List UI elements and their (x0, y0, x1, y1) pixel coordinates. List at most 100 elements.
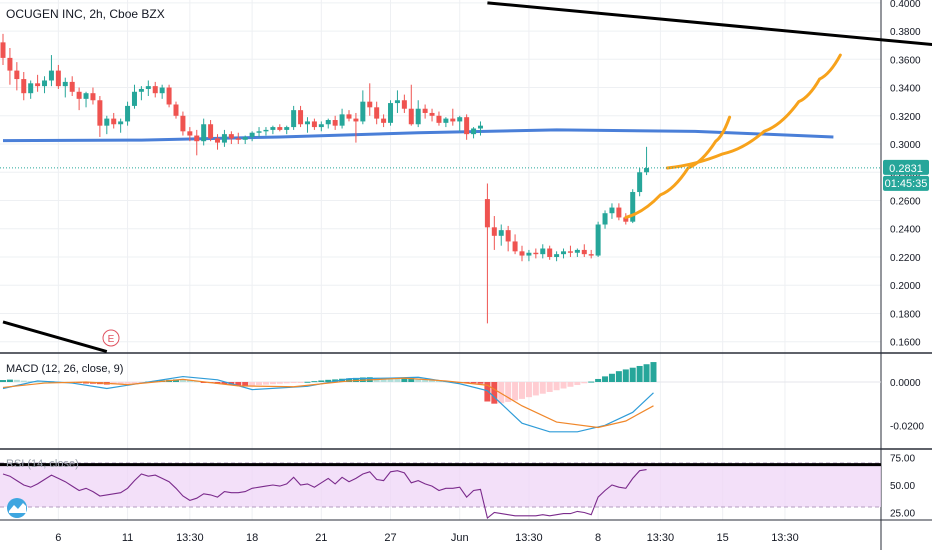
candle (332, 115, 338, 130)
price-tick-label: 0.4000 (890, 0, 921, 10)
trendline[interactable] (2, 320, 108, 354)
price-tick-label: 0.3200 (890, 112, 921, 123)
candle (339, 108, 345, 129)
candle-body (242, 136, 248, 140)
candle-body (360, 101, 366, 122)
macd-histogram-bar (318, 380, 325, 382)
macd-histogram-bar (560, 382, 567, 389)
macd-histogram-bar (553, 382, 560, 391)
macd-histogram-bar (235, 382, 242, 386)
macd-histogram-bar (567, 382, 574, 387)
moving-average-line (2, 128, 834, 143)
candle (221, 129, 227, 147)
candle (311, 118, 317, 130)
macd-histogram-bar (186, 380, 193, 382)
candle-body (304, 121, 310, 125)
candle (173, 101, 179, 119)
candle (561, 248, 567, 259)
macd-histogram-bar (200, 382, 207, 383)
macd-histogram-bar (297, 382, 304, 383)
price-tick-label: 0.1800 (890, 309, 921, 320)
candle-body (512, 241, 518, 252)
candle (609, 203, 615, 219)
candle (360, 90, 366, 125)
candle (118, 118, 124, 133)
macd-histogram-bar (477, 382, 484, 384)
time-tick-label: 13:30 (771, 532, 799, 544)
candle-body (152, 86, 158, 94)
macd-histogram-bar (470, 382, 477, 384)
macd-histogram-bar (505, 382, 512, 402)
price-tick-label: 0.2400 (890, 225, 921, 236)
macd-line (2, 375, 654, 433)
macd-histogram-bar (179, 379, 186, 382)
macd-histogram-bar (6, 379, 13, 382)
macd-histogram-bar (539, 382, 546, 394)
candle (249, 131, 255, 142)
candle (97, 96, 103, 137)
candle (166, 84, 172, 108)
macd-histogram-bar (581, 382, 588, 384)
candle-body (346, 114, 352, 119)
candle-body (623, 217, 629, 222)
macd-tick-label: -0.0200 (890, 421, 924, 432)
candle-body (353, 118, 359, 122)
candle (48, 55, 54, 87)
candle (519, 245, 525, 262)
candle-body (7, 57, 13, 71)
macd-histogram-bar (276, 382, 283, 384)
trendlines[interactable] (2, 1, 932, 354)
time-tick-label: 8 (595, 532, 601, 544)
earnings-marker[interactable]: E (102, 329, 120, 347)
candle-body (464, 117, 470, 135)
candle-body (554, 254, 560, 257)
candle-body (145, 86, 151, 89)
candle (194, 129, 200, 156)
candle (554, 251, 560, 262)
candle (215, 134, 221, 150)
candle-body (637, 172, 643, 193)
candle (388, 100, 394, 126)
rsi-tick-label: 50.00 (890, 481, 915, 492)
macd-histogram-bar (387, 378, 394, 382)
macd-histogram-bar (346, 378, 352, 382)
candle (422, 104, 428, 119)
macd-histogram-bar (283, 382, 290, 384)
candle-body (166, 87, 172, 105)
macd-histogram-bar (249, 382, 256, 386)
candle (35, 74, 41, 92)
candle-body (436, 115, 442, 123)
candle-body (602, 213, 608, 225)
candle-body (526, 252, 532, 256)
trendline[interactable] (487, 1, 932, 68)
candle-body (484, 199, 490, 228)
macd-histogram-bar (311, 381, 318, 383)
candle-body (83, 93, 89, 99)
projection-curve[interactable] (665, 53, 842, 170)
macd-histogram-bar (519, 382, 525, 399)
rsi-tick-label: 25.00 (890, 509, 915, 520)
projection-curve[interactable] (624, 115, 732, 219)
macd-histogram-bar (595, 378, 602, 382)
macd-histogram-bar (269, 382, 276, 385)
macd-histogram-bar (532, 382, 539, 396)
candle-body (388, 103, 394, 123)
candle-body (62, 81, 68, 87)
candle (90, 87, 96, 105)
projection-curves[interactable] (624, 53, 842, 219)
candle-body (270, 127, 276, 130)
candle (208, 120, 214, 142)
candle-body (609, 207, 615, 214)
candle-body (595, 224, 601, 256)
tradingview-logo[interactable] (7, 498, 27, 518)
macd-histogram-bar (622, 369, 629, 382)
macd-histogram-bar (429, 379, 436, 382)
candle (602, 210, 608, 229)
candle-body (505, 230, 511, 242)
candle (484, 183, 490, 324)
macd-histogram-bar (173, 379, 179, 382)
candle-body (201, 124, 207, 142)
price-tick-label: 0.2200 (890, 253, 921, 264)
candle (374, 101, 380, 125)
